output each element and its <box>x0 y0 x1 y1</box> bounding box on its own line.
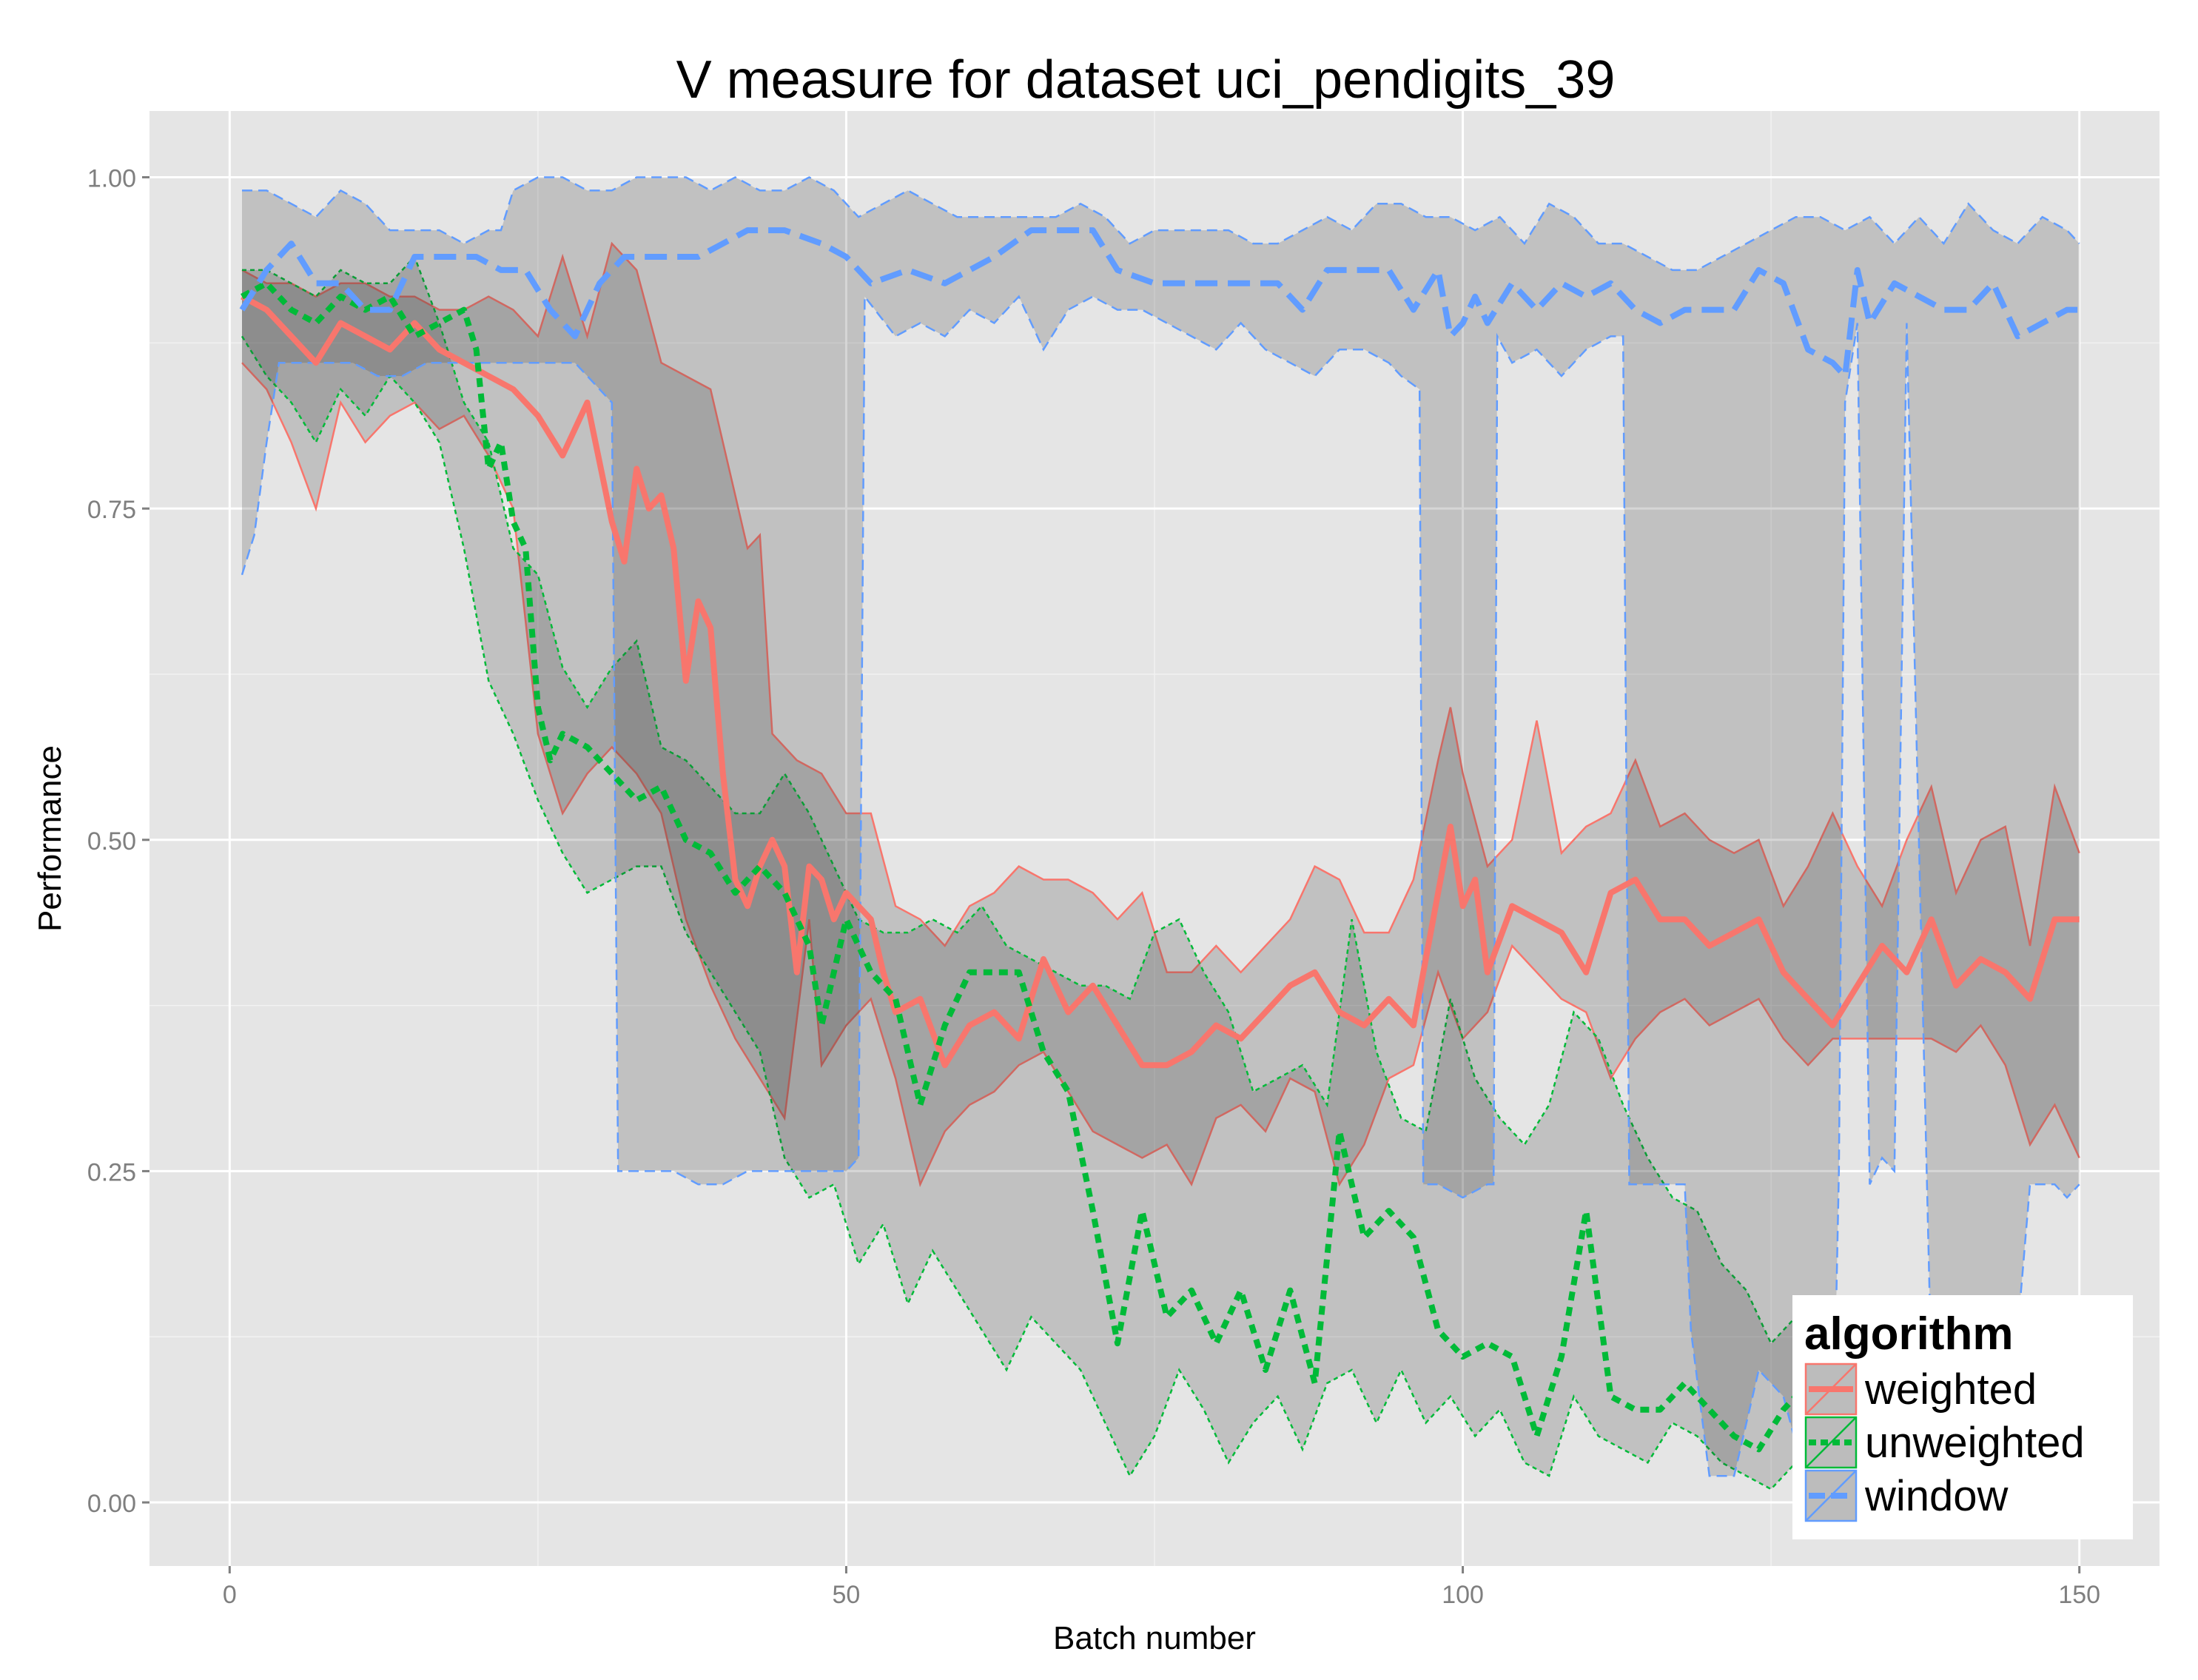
y-tick-label: 0.00 <box>87 1490 136 1518</box>
y-axis-label: Performance <box>32 745 68 932</box>
x-tick-label: 100 <box>1442 1581 1484 1609</box>
x-axis-ticks: 0 50 100 150 <box>223 1566 2100 1609</box>
window-band-upper <box>242 176 2080 272</box>
x-tick-label: 150 <box>2058 1581 2100 1609</box>
legend-key-diagonal <box>1805 1417 1857 1468</box>
y-axis-ticks: 0.00 0.25 0.50 0.75 1.00 <box>87 165 149 1518</box>
x-axis-label: Batch number <box>1053 1620 1256 1656</box>
chart-title: V measure for dataset uci_pendigits_39 <box>676 50 1616 110</box>
unweighted-band-fill <box>242 257 1809 1490</box>
window-series-line <box>239 227 2080 380</box>
window-band-lower <box>241 294 2080 1491</box>
y-tick-label: 0.75 <box>87 496 136 524</box>
confidence-bands <box>241 176 2080 1491</box>
window-band-fill <box>242 177 2080 1490</box>
legend-label: unweighted <box>1865 1419 2085 1467</box>
major-gridlines <box>149 111 2160 1566</box>
unweighted-series-line <box>241 280 1811 1453</box>
y-tick-label: 0.50 <box>87 827 136 856</box>
y-tick-label: 0.25 <box>87 1158 136 1186</box>
legend-title: algorithm <box>1804 1308 2013 1360</box>
legend: algorithm weighted unweighted window <box>1792 1295 2133 1539</box>
x-tick-label: 0 <box>223 1581 237 1609</box>
series-lines <box>239 227 2080 1453</box>
weighted-series-line <box>241 294 2080 1069</box>
x-tick-label: 50 <box>833 1581 861 1609</box>
legend-label: window <box>1864 1472 2009 1520</box>
weighted-band-lower <box>241 362 2080 1188</box>
legend-label: weighted <box>1864 1365 2037 1414</box>
y-tick-label: 1.00 <box>87 165 136 193</box>
unweighted-band-lower <box>241 335 1809 1491</box>
unweighted-band-upper <box>242 255 1809 1345</box>
weighted-band-fill <box>242 243 2080 1185</box>
